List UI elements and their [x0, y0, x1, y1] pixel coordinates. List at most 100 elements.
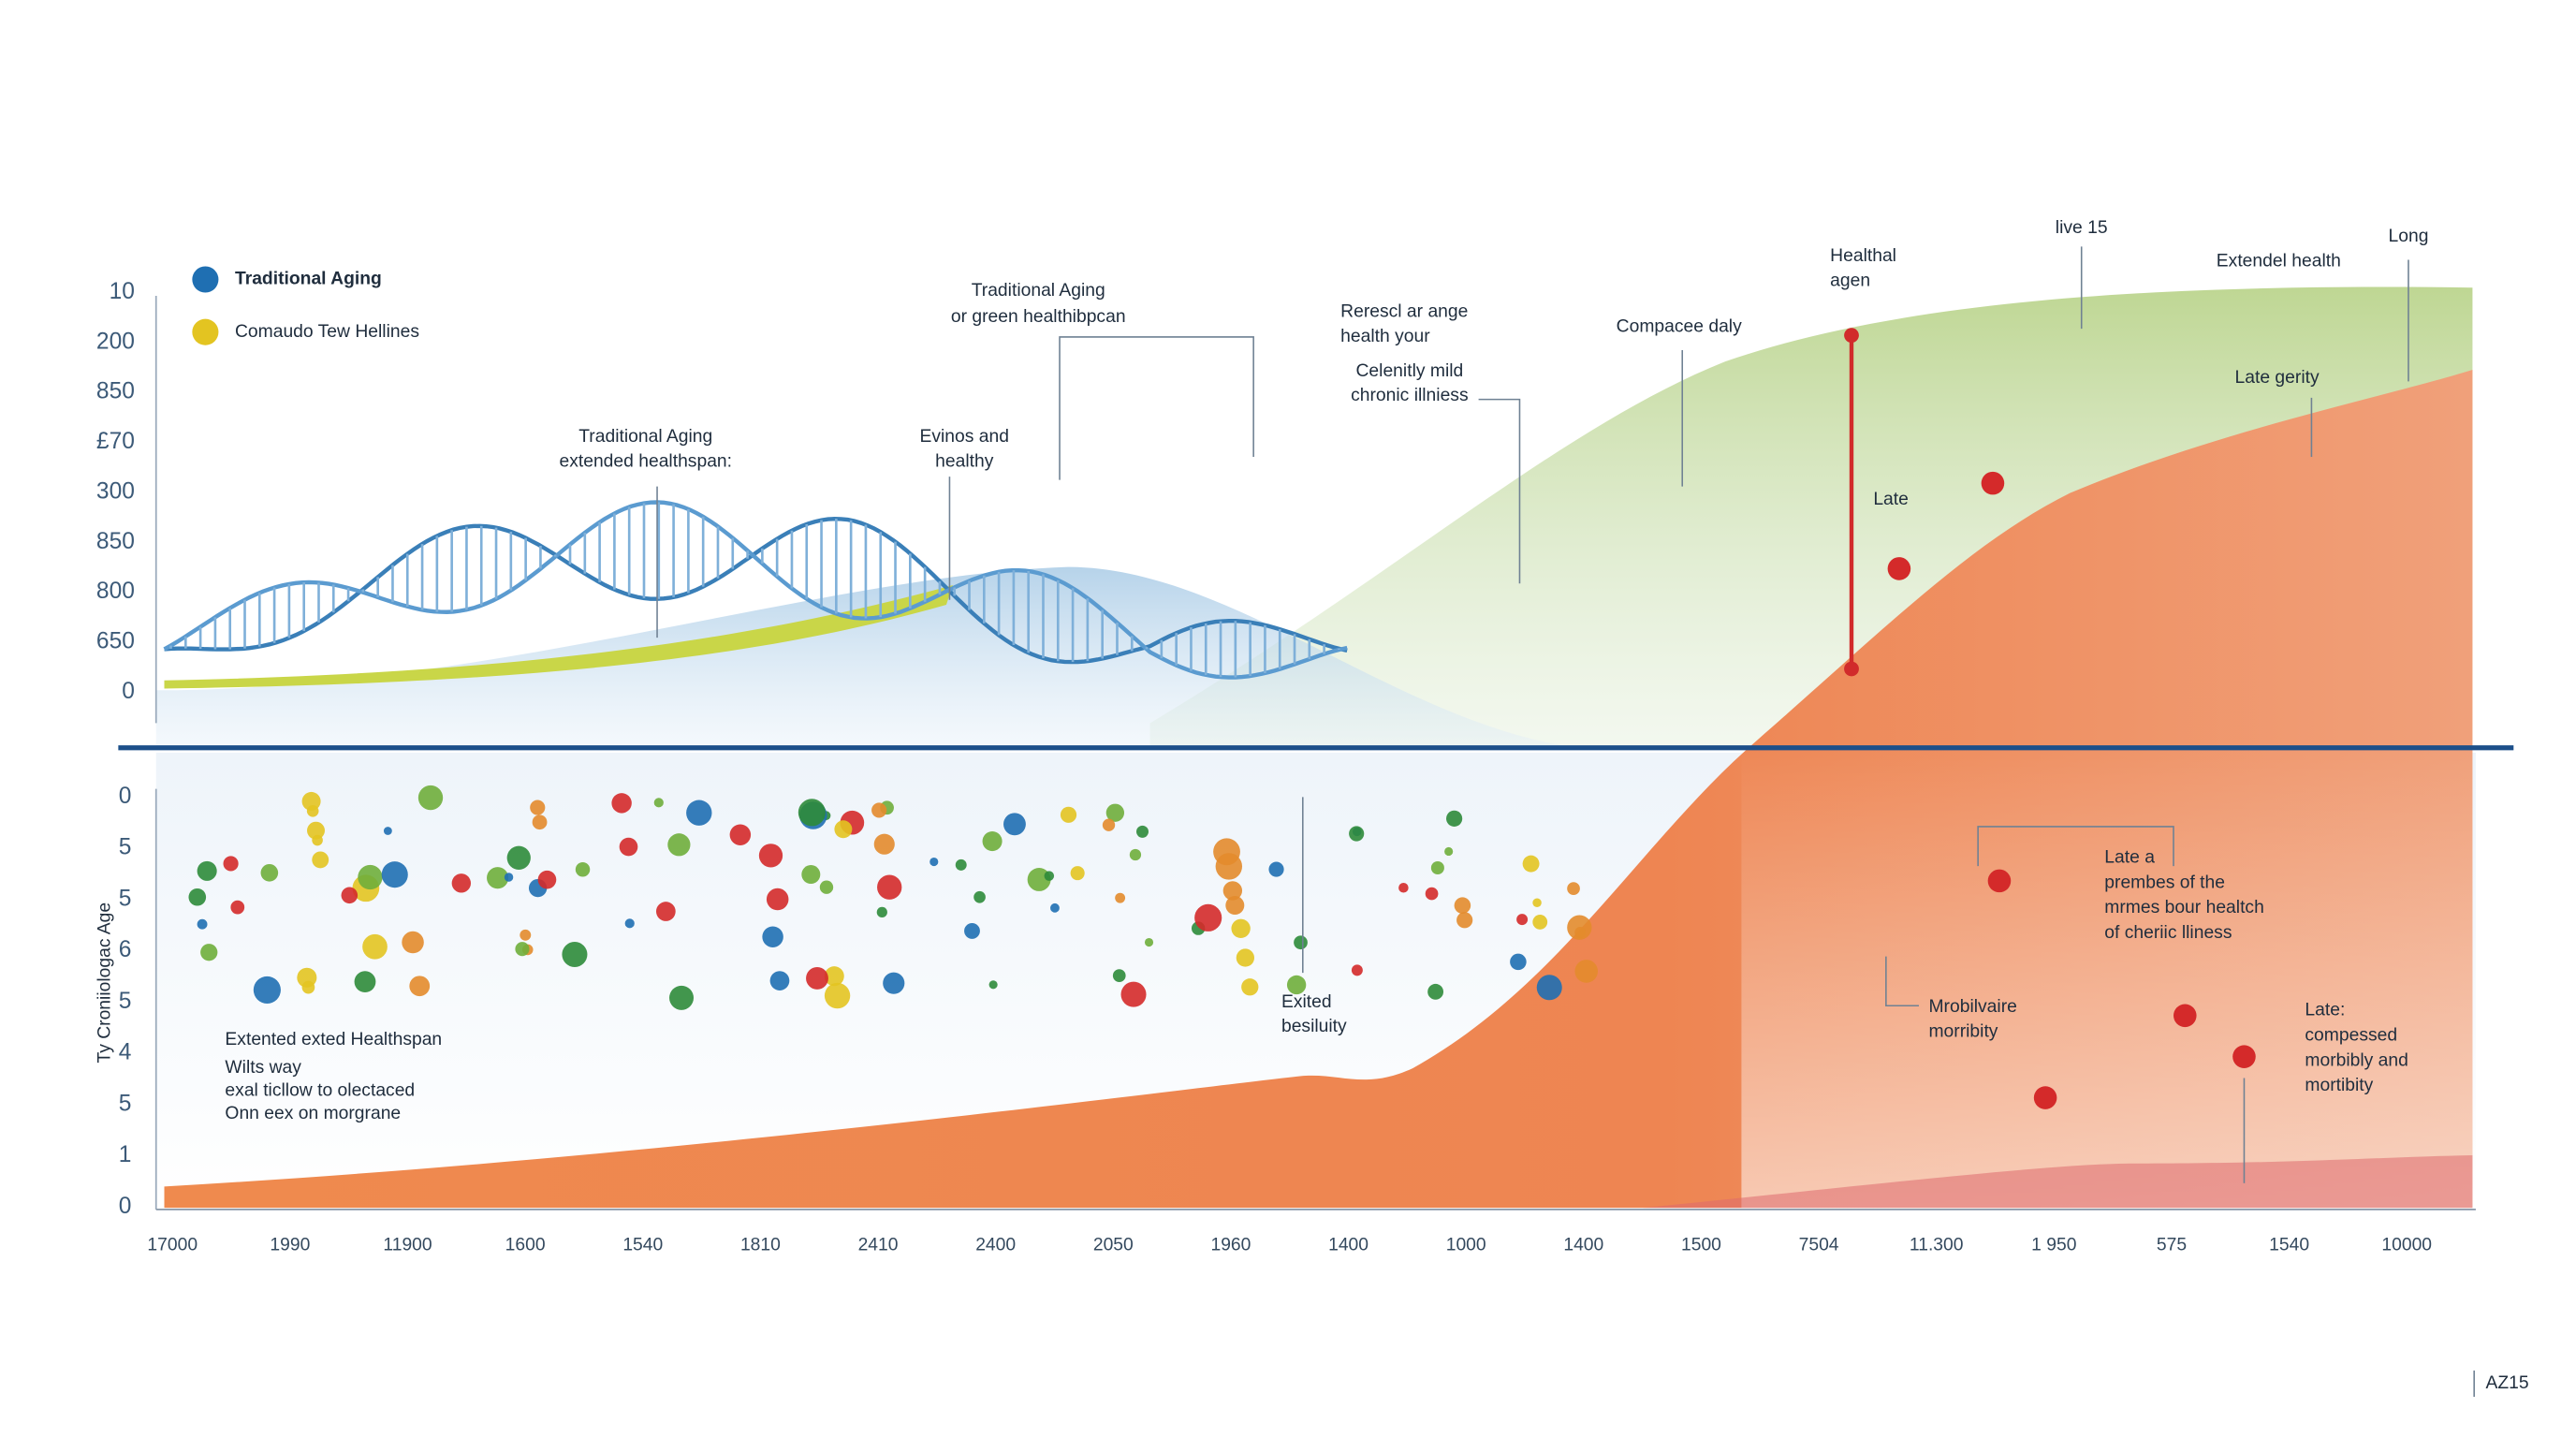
icon-dot [1532, 898, 1542, 907]
icon [1981, 471, 2005, 495]
icon-dot [312, 851, 329, 869]
y-tick-label: 200 [96, 329, 135, 354]
icon-dot [655, 902, 676, 921]
annotation: exal ticllow to olectaced [225, 1081, 415, 1101]
icon-dot [988, 980, 998, 990]
icon-dot [230, 900, 245, 915]
x-tick-label: 11.300 [1910, 1236, 1964, 1255]
icon-dot [824, 982, 851, 1009]
red-icons [1887, 471, 2256, 1109]
icon-dot [1574, 960, 1599, 983]
icon-dot [307, 821, 325, 840]
icon-dot [197, 860, 217, 881]
x-tick-label: 1810 [740, 1236, 781, 1255]
icon-dot [1112, 969, 1126, 982]
marker-dot [1844, 661, 1859, 677]
x-tick-label: 17000 [147, 1236, 198, 1255]
icon-dot [1454, 897, 1471, 914]
icon-dot [1070, 866, 1085, 881]
y-tick-label: 5 [119, 835, 132, 860]
icon [2033, 1086, 2057, 1109]
icon-dot [1567, 882, 1580, 895]
icon-dot [506, 845, 531, 870]
icon-dot [223, 856, 239, 872]
icon [1987, 869, 2012, 893]
icon-dot [1294, 935, 1308, 950]
icon-dot [876, 906, 887, 918]
x-tick-label: 1990 [270, 1236, 310, 1255]
annotation: besiluity [1281, 1017, 1347, 1036]
icon-dot [253, 976, 281, 1004]
y-tick-label: 5 [119, 1091, 132, 1116]
x-tick-label: 575 [2157, 1236, 2187, 1255]
annotation: Mrobilvaire [1928, 997, 2016, 1017]
connector [1059, 336, 1254, 480]
connector [1885, 956, 1919, 1007]
icon-dot [1222, 881, 1243, 901]
y-tick-label: 6 [119, 937, 132, 962]
icon-dot [1510, 953, 1527, 971]
y-tick-label: 800 [96, 579, 135, 604]
icon-dot [1215, 853, 1243, 880]
icon-dot [1516, 914, 1529, 926]
icon-dot [537, 870, 557, 889]
annotation: of cheriic lliness [2104, 923, 2232, 943]
icon-dot [1522, 855, 1540, 873]
icon-dot [312, 834, 323, 846]
y-tick-label: 850 [96, 379, 135, 404]
icon-dot [982, 831, 1003, 852]
x-tick-label: 1 950 [2031, 1236, 2076, 1255]
icon-dot [877, 874, 902, 900]
annotation: Extented exted Healthspan [225, 1030, 442, 1049]
x-tick-label: 11900 [383, 1236, 432, 1255]
icon-dot [1115, 892, 1126, 903]
icon-dot [873, 833, 895, 855]
annotation: Long [2389, 227, 2429, 246]
annotation: Late a [2104, 847, 2155, 867]
icon-dot [260, 863, 279, 882]
x-tick-label: 1000 [1446, 1236, 1486, 1255]
icon-dot [306, 804, 319, 817]
connector [1977, 826, 2174, 867]
icon-dot [362, 933, 388, 960]
icon-dot [1286, 975, 1307, 995]
icon-dot [806, 967, 828, 990]
annotation: Late: [2305, 1001, 2345, 1020]
icon-dot [619, 837, 638, 857]
icon-dot [1231, 918, 1251, 938]
annotation: Wilts way [225, 1058, 301, 1078]
legend-swatch [192, 318, 219, 345]
icon-dot [798, 799, 826, 827]
x-tick-label: 2400 [975, 1236, 1016, 1255]
y-tick-label: 0 [119, 784, 132, 809]
annotation: mortibity [2305, 1076, 2373, 1095]
blue-area [155, 566, 1577, 748]
icon-dot [354, 971, 376, 993]
icon-dot [1044, 871, 1055, 881]
icon-dot [341, 887, 359, 904]
y-tick-label: 0 [119, 1194, 132, 1219]
annotation: Compacee daly [1617, 317, 1742, 337]
dna-helix [163, 500, 1348, 680]
y-tick-label: 4 [119, 1040, 132, 1065]
y-tick-label: 850 [96, 529, 135, 554]
icon-dot [562, 941, 588, 968]
annotation: healthy [935, 451, 994, 471]
annotation: extended healthspan: [559, 451, 732, 471]
annotation: Rerescl ar ange [1340, 302, 1468, 322]
legend-label: Comaudo Tew Hellines [235, 322, 419, 342]
y-tick-label: 10 [110, 279, 135, 304]
icon-dot [1003, 813, 1026, 836]
icon-dot [532, 814, 548, 830]
annotation: Exited [1281, 992, 1332, 1012]
strand [163, 500, 1348, 680]
icon-dot [301, 980, 315, 994]
icon-dot [1050, 902, 1060, 913]
icon-dot [188, 888, 207, 906]
x-tick-label: 2050 [1093, 1236, 1134, 1255]
icon-dot [929, 857, 939, 867]
x-tick-label: 1540 [622, 1236, 663, 1255]
